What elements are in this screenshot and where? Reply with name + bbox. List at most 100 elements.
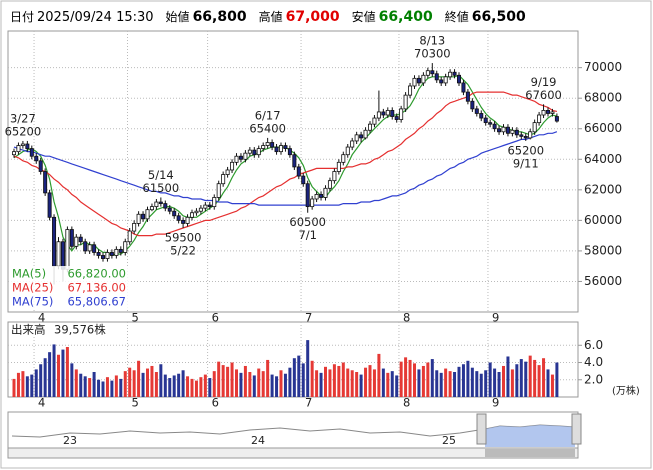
candle-body [176, 215, 181, 221]
candle-body [154, 201, 159, 208]
y-tick-label: 68000 [584, 91, 622, 105]
candle-body [439, 79, 444, 84]
annotation-date: 3/27 [10, 111, 36, 125]
navigator-scrollbar[interactable] [7, 447, 579, 459]
quote-label: 日付 [10, 10, 35, 24]
candle-body [390, 110, 395, 117]
navigator-selection[interactable] [485, 425, 575, 447]
candle-body [265, 142, 270, 146]
candle-body [216, 183, 221, 198]
candle-body [305, 183, 310, 208]
x-tick-label: 7 [305, 311, 312, 325]
candle-body [207, 204, 212, 208]
volume-bar [519, 359, 523, 397]
volume-bar [101, 381, 105, 397]
volume-bar [177, 373, 181, 397]
candle-body [158, 201, 163, 204]
volume-bar [537, 365, 541, 397]
volume-bar [30, 374, 34, 397]
annotation-value: 70300 [414, 47, 451, 61]
y-tick-label: 64000 [584, 152, 622, 166]
x-tick-label: 4 [38, 396, 45, 410]
candle-body [350, 140, 355, 148]
candle-body [247, 149, 252, 154]
candle-body [474, 108, 479, 114]
volume-bar [194, 380, 198, 397]
navigator-handle-left[interactable] [476, 413, 487, 445]
navigator-label: 25 [442, 434, 456, 447]
volume-bar [114, 375, 118, 397]
candle-body [341, 154, 346, 163]
candle-body [203, 204, 208, 209]
candle-body [497, 128, 502, 133]
candle-body [541, 110, 546, 116]
candle-body [132, 223, 137, 232]
candle-body [261, 145, 266, 149]
volume-bar [404, 357, 408, 397]
candle-body [127, 230, 132, 243]
volume-bar [444, 368, 448, 397]
candle-body [412, 77, 417, 87]
volume-bar [288, 367, 292, 397]
volume-bar [546, 369, 550, 397]
candle-body [274, 146, 279, 153]
candle-body [514, 129, 519, 136]
candle-body [310, 198, 315, 208]
annotation-value: 67600 [525, 88, 562, 102]
quote-header: 日付 2025/09/24 15:30 始値 66,800 高値 67,000 安値 66,4… [10, 8, 538, 25]
candle-body [78, 236, 83, 243]
quote-value: 2025/09/24 15:30 [37, 10, 154, 25]
y-tick-label: 60000 [584, 213, 622, 227]
volume-bar [470, 367, 474, 397]
candle-body [501, 126, 506, 133]
volume-bar [364, 367, 368, 397]
candle-body [292, 154, 297, 168]
volume-bar [368, 365, 372, 397]
volume-bar [315, 370, 319, 397]
candle-body [43, 171, 48, 194]
volume-bar [266, 359, 270, 397]
candle-body [367, 123, 372, 131]
y-tick-label: 62000 [584, 182, 622, 196]
volume-bar [61, 349, 65, 397]
candle-body [430, 70, 435, 75]
volume-bar [16, 372, 20, 397]
candle-body [416, 77, 421, 84]
navigator-handle-right[interactable] [571, 413, 582, 445]
navigator-thumb[interactable] [485, 449, 575, 457]
candle-body [163, 203, 168, 209]
volume-bar [359, 374, 363, 397]
volume-bar [448, 371, 452, 397]
candle-body [550, 111, 555, 114]
volume-bar [48, 352, 52, 397]
annotation-date: 9/11 [513, 156, 539, 170]
volume-bar [332, 364, 336, 397]
candle-body [141, 213, 146, 220]
volume-bar [248, 372, 252, 397]
legend-name: MA(25) [12, 281, 53, 295]
volume-bar [25, 376, 29, 397]
quote-label: 始値 [165, 10, 190, 24]
candle-body [20, 143, 25, 146]
candle-body [56, 241, 61, 267]
volume-bar [301, 363, 305, 397]
annotation-date: 5/14 [148, 168, 174, 182]
volume-bar [221, 365, 225, 397]
legend-name: MA(5) [12, 267, 46, 281]
volume-bar [150, 365, 154, 397]
candle-body [296, 166, 301, 177]
candle-body [461, 82, 466, 93]
y-tick-label: 70000 [584, 60, 622, 74]
volume-bar [292, 358, 296, 397]
volume-bar [212, 371, 216, 397]
candle-body [278, 145, 283, 153]
candle-body [528, 131, 533, 139]
volume-bar [461, 364, 465, 397]
candle-body [238, 155, 243, 160]
volume-bar [479, 373, 483, 397]
volume-bar [146, 368, 149, 397]
volume-bar [74, 369, 78, 397]
volume-bar [261, 371, 265, 397]
volume-bar [439, 372, 443, 397]
y-tick-label: 2.0 [584, 372, 603, 386]
